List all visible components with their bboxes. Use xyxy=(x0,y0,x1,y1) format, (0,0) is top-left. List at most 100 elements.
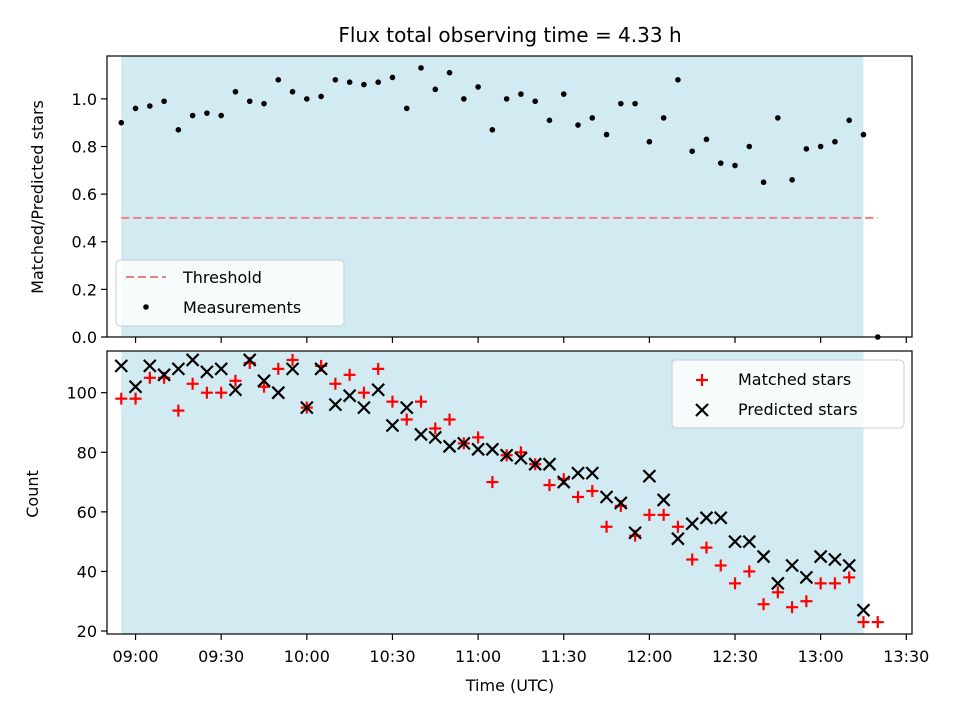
predicted-star-point xyxy=(271,385,286,400)
predicted-star-point xyxy=(157,368,171,382)
count-xtick-label: 12:00 xyxy=(626,647,672,666)
count-xtick-label: 09:30 xyxy=(198,647,244,666)
predicted-star-point xyxy=(842,558,856,573)
matched-star-point xyxy=(743,565,756,578)
measurement-point xyxy=(161,98,167,105)
measurement-point xyxy=(261,100,267,107)
matched-star-point xyxy=(757,598,770,611)
matched-star-point xyxy=(800,595,813,608)
predicted-star-point xyxy=(785,558,799,573)
measurements-legend-marker xyxy=(143,304,149,310)
predicted-star-point xyxy=(813,549,828,564)
measurement-point xyxy=(147,103,153,109)
predicted-star-point xyxy=(314,362,328,376)
measurement-point xyxy=(418,65,424,71)
predicted-star-point xyxy=(756,549,771,564)
predicted-star-point xyxy=(799,570,814,585)
measurement-point xyxy=(432,86,439,93)
predicted-star-point xyxy=(185,353,200,367)
measurement-point xyxy=(817,143,824,150)
matched-star-point xyxy=(514,446,527,459)
predicted-star-point xyxy=(556,475,571,489)
measurement-point xyxy=(746,143,753,150)
matched-star-point xyxy=(472,431,485,444)
measurement-point xyxy=(518,91,524,97)
matched-star-point xyxy=(671,520,684,533)
matched-star-point xyxy=(329,377,342,390)
ratio-panel-ylabel: Matched/Predicted stars xyxy=(28,100,47,294)
predicted-stars-legend-label: Predicted stars xyxy=(738,400,858,419)
measurement-point xyxy=(803,146,810,152)
matched-star-point xyxy=(143,371,156,384)
predicted-star-point xyxy=(357,400,371,415)
matched-star-point xyxy=(771,586,784,599)
predicted-star-point xyxy=(414,427,428,442)
count-ytick-label: 60 xyxy=(77,503,97,522)
matched-star-point xyxy=(828,577,841,590)
measurement-point xyxy=(860,131,867,138)
predicted-star-point xyxy=(214,362,228,376)
measurement-point xyxy=(832,138,838,145)
matched-star-point xyxy=(115,392,128,405)
matched-star-point xyxy=(415,395,428,408)
measurement-point xyxy=(446,69,453,76)
count-legend: Matched stars Predicted stars xyxy=(671,359,905,429)
measurement-point xyxy=(375,79,381,85)
ratio-ytick-label: 0.4 xyxy=(72,233,97,252)
predicted-star-point xyxy=(300,400,314,415)
matched-star-point xyxy=(172,404,185,417)
matched-star-point xyxy=(714,559,727,572)
matched-star-point xyxy=(229,374,242,387)
count-panel: 20 40 60 80 100 09:00 09:30 10:00 10:30 11:00 11:… xyxy=(23,350,929,695)
predicted-star-point xyxy=(685,517,699,531)
predicted-star-point xyxy=(143,359,157,373)
ratio-legend-box xyxy=(115,259,345,327)
count-ytick-label: 80 xyxy=(77,443,97,462)
predicted-star-point xyxy=(457,436,471,451)
matched-star-point xyxy=(129,392,142,405)
predicted-star-point xyxy=(257,374,271,388)
measurement-point xyxy=(675,77,681,83)
count-xtick-label: 10:30 xyxy=(369,647,415,666)
x-axis-label: Time (UTC) xyxy=(465,676,554,695)
measurement-point xyxy=(189,112,196,119)
measurement-point xyxy=(532,98,538,105)
count-xtick-label: 12:30 xyxy=(712,647,758,666)
count-xtick-label: 11:00 xyxy=(455,647,501,666)
predicted-star-point xyxy=(656,493,671,507)
measurement-point xyxy=(546,117,553,124)
measurement-point xyxy=(232,88,239,95)
matched-star-point xyxy=(729,577,742,590)
count-xtick-label: 13:30 xyxy=(883,647,929,666)
measurement-point xyxy=(389,74,396,81)
ratio-ytick-label: 0.8 xyxy=(72,137,97,156)
predicted-star-point xyxy=(342,388,357,403)
measurement-point xyxy=(646,138,653,145)
matched-star-point xyxy=(272,362,285,375)
count-xtick-label: 10:00 xyxy=(284,647,330,666)
measurement-point xyxy=(632,100,638,107)
measurement-point xyxy=(204,110,210,116)
matched-star-point xyxy=(700,541,713,554)
count-legend-box xyxy=(671,359,905,429)
predicted-star-point xyxy=(699,511,714,525)
predicted-star-point xyxy=(585,466,600,480)
matched-star-point xyxy=(686,553,699,566)
predicted-star-point xyxy=(200,365,214,379)
predicted-star-point xyxy=(571,466,585,480)
measurement-point xyxy=(689,148,695,155)
measurement-point xyxy=(603,131,610,138)
measurement-point xyxy=(246,98,253,105)
count-xtick-label: 11:30 xyxy=(541,647,587,666)
measurement-point xyxy=(489,127,496,133)
predicted-star-point xyxy=(542,457,557,471)
measurement-point xyxy=(575,122,581,128)
matched-star-point xyxy=(486,476,499,489)
matched-star-point xyxy=(871,616,884,629)
matched-star-point xyxy=(843,571,856,584)
matched-stars-legend-marker xyxy=(696,374,708,386)
matched-star-point xyxy=(343,368,356,381)
count-ytick-label: 20 xyxy=(77,622,97,641)
ratio-ytick-label: 0.2 xyxy=(72,280,97,299)
